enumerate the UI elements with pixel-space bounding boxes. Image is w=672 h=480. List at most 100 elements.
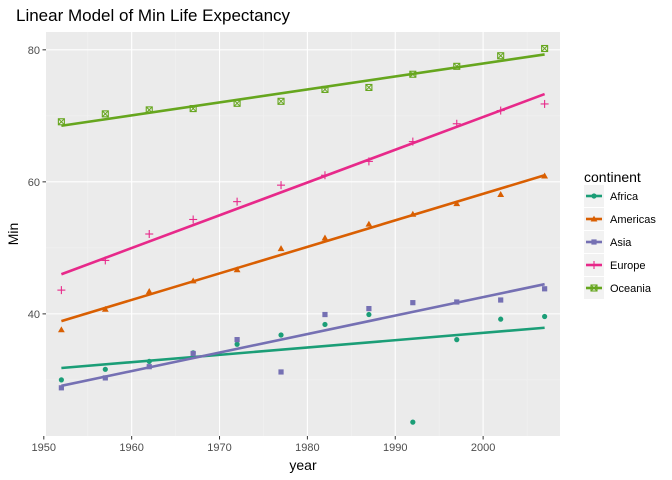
point-oceania [409,70,417,78]
point-europe [57,286,66,295]
point-americas [453,200,461,207]
point-europe [452,119,461,128]
marker-square [146,364,152,370]
legend-key-marker-europe [590,261,598,269]
marker-square [454,299,460,305]
marker-triangle [321,234,329,241]
fit-line-asia [61,282,545,388]
point-oceania [277,97,285,105]
fit-lines [60,53,546,388]
point-oceania [453,62,461,70]
marker-triangle [145,288,153,294]
major-gridlines [43,32,560,436]
legend-items: Africa Americas Asia Europe Oceania [584,185,656,299]
point-americas [189,277,197,284]
marker-square-outline [145,106,153,114]
marker-square [190,350,196,357]
point-oceania [57,118,65,126]
point-americas [277,245,285,252]
marker-square-outline [233,99,241,107]
point-americas [233,266,241,273]
marker-square-outline [453,62,461,70]
marker-x-b [277,97,285,105]
x-tick-label: 1960 [119,442,143,454]
point-americas [57,326,65,333]
y-tick-label: 40 [28,309,40,321]
marker-triangle [57,326,65,333]
marker-circle [498,316,504,322]
point-europe [408,137,417,146]
legend: continent Africa Americas Asia Europe Oceani… [584,169,656,299]
marker-circle [146,358,152,365]
point-africa [58,377,64,383]
point-americas [145,288,153,294]
point-asia [146,364,152,370]
legend-key-marker-americas [590,215,598,222]
marker-triangle [453,200,461,207]
point-americas [409,210,417,217]
point-europe [145,230,154,238]
x-tick-label: 1950 [32,442,56,454]
point-europe [364,157,373,166]
point-asia [410,300,416,306]
point-asia [366,305,372,312]
marker-circle [542,313,548,320]
point-asia [190,350,196,357]
marker-triangle [189,277,197,284]
marker-square [542,286,548,292]
x-tick-label: 1980 [295,442,319,454]
marker-square-outline [409,70,417,78]
point-africa [146,358,152,365]
marker-triangle [497,190,505,197]
x-axis-title: year [289,457,317,473]
marker-square [366,305,372,312]
marker-square-outline [189,105,197,113]
point-oceania [145,106,153,114]
point-africa [234,341,240,347]
legend-key-marker-oceania [590,284,598,292]
point-oceania [101,110,109,118]
point-africa [366,311,372,318]
data-points [57,44,549,425]
point-asia [278,369,284,375]
fit-line-africa [61,326,545,370]
point-oceania [497,52,505,60]
marker-square-outline [590,284,598,292]
point-americas [497,190,505,197]
marker-circle [454,337,460,343]
marker-square-outline [321,85,329,93]
marker-circle [102,366,108,372]
marker-x-b [453,62,461,70]
marker-square-outline [497,52,505,60]
point-asia [322,311,328,318]
legend-label-oceania: Oceania [610,283,652,295]
point-oceania [321,85,329,93]
marker-x-b [233,99,241,107]
marker-circle [322,321,328,328]
marker-x-b [58,118,65,126]
marker-x-b [541,45,548,52]
legend-label-americas: Americas [610,214,656,226]
marker-x-b [101,110,109,118]
fit-line-europe [60,92,546,276]
marker-triangle [590,215,598,222]
marker-x-b [365,84,373,91]
marker-triangle [365,220,373,227]
y-tick-label: 60 [28,177,40,189]
legend-key-marker-africa [591,193,597,199]
marker-x-b [409,70,417,78]
point-africa [542,313,548,320]
marker-circle [278,332,284,338]
point-africa [102,366,108,372]
point-oceania [189,105,197,113]
point-asia [58,385,64,391]
legend-title: continent [584,169,641,185]
marker-circle [591,193,597,199]
point-europe [189,215,198,224]
marker-square-outline [57,118,65,126]
y-axis-title: Min [5,223,21,246]
marker-x-b [590,284,598,292]
marker-square [278,369,284,375]
legend-label-europe: Europe [610,260,645,272]
marker-triangle [277,245,285,252]
